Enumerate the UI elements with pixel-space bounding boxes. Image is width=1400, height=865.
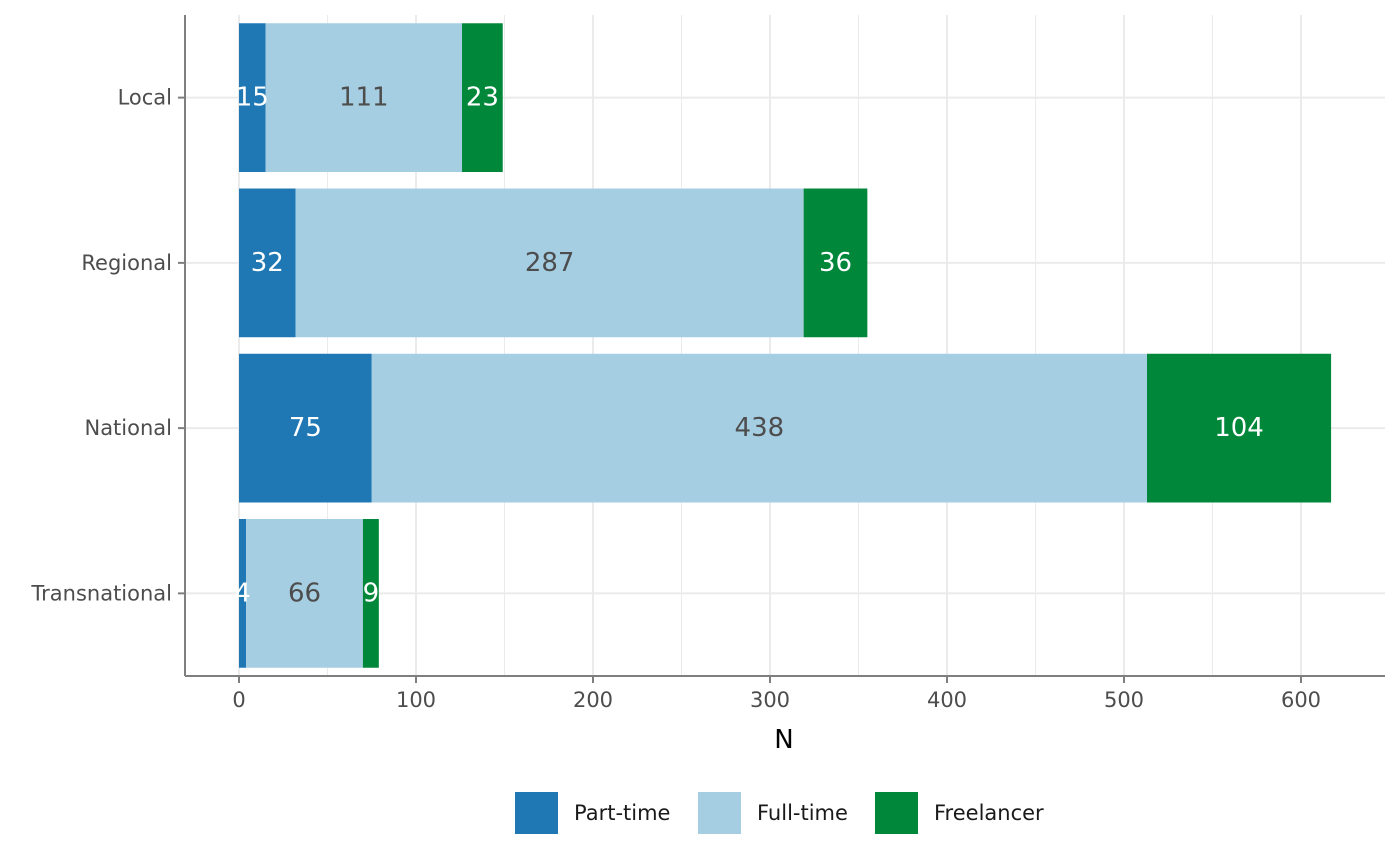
x-tick-label: 400 <box>927 688 967 712</box>
legend: Part-time Full-time Freelancer <box>515 792 1044 834</box>
x-tick-label: 0 <box>232 688 245 712</box>
data-label: 9 <box>363 578 380 608</box>
data-label: 15 <box>236 83 269 113</box>
legend-key <box>515 792 558 834</box>
data-label: 32 <box>251 248 284 278</box>
bar-segment <box>239 353 372 503</box>
bar-segment <box>265 23 463 172</box>
legend-label: Full-time <box>757 801 848 825</box>
legend-key <box>875 792 918 834</box>
bar-segment <box>1147 353 1332 503</box>
bar-segment <box>239 188 296 338</box>
y-tick-label: Regional <box>81 251 172 275</box>
axes: Local Regional National Transnational 0 100 20… <box>30 15 1385 712</box>
legend-label: Part-time <box>574 801 670 825</box>
data-label: 111 <box>339 83 389 113</box>
bar-segment <box>371 353 1148 503</box>
x-tick-label: 100 <box>396 688 436 712</box>
data-label: 438 <box>735 413 785 443</box>
data-label: 23 <box>466 83 499 113</box>
bar-segment <box>239 23 266 172</box>
y-tick-label: National <box>84 416 172 440</box>
x-tick-label: 500 <box>1104 688 1144 712</box>
data-label: 36 <box>819 248 852 278</box>
bar-segment <box>246 519 363 668</box>
bar-segment <box>803 188 868 338</box>
data-label: 75 <box>289 413 322 443</box>
y-tick-label: Local <box>118 86 172 110</box>
x-tick-label: 300 <box>750 688 790 712</box>
bar-segment <box>295 188 804 338</box>
data-label: 66 <box>288 578 321 608</box>
data-label: 4 <box>234 578 251 608</box>
y-tick-label: Transnational <box>30 581 172 605</box>
data-label: 104 <box>1214 413 1264 443</box>
bar-segment <box>462 23 503 172</box>
x-tick-label: 200 <box>573 688 613 712</box>
data-labels: 15 111 23 32 287 36 75 438 104 4 66 9 <box>234 83 1264 609</box>
bar-segment <box>362 519 379 668</box>
legend-key <box>698 792 741 834</box>
x-axis-title: N <box>774 725 793 755</box>
data-label: 287 <box>525 248 575 278</box>
bar-segment <box>239 519 247 668</box>
x-tick-label: 600 <box>1281 688 1321 712</box>
legend-label: Freelancer <box>934 801 1044 825</box>
bars <box>239 23 1332 668</box>
